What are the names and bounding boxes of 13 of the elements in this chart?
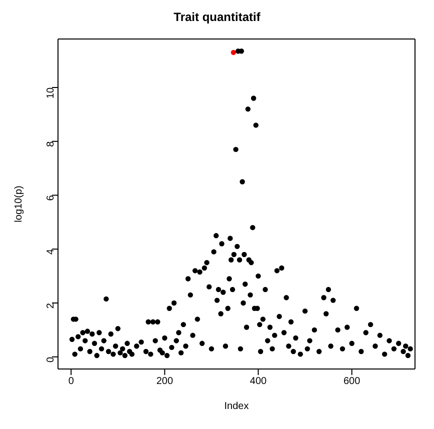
x-tick-label: 0	[68, 376, 74, 388]
x-axis-title: Index	[224, 401, 249, 412]
x-tick-label: 200	[156, 376, 174, 388]
y-tick-label: 2	[46, 302, 57, 309]
chart-title: Trait quantitatif	[172, 10, 262, 24]
x-tick-label: 400	[250, 376, 268, 388]
y-tick-label: 0	[46, 356, 57, 362]
y-axis-title: log10(p)	[14, 186, 25, 222]
y-tick-label: 8	[46, 140, 57, 147]
y-tick-label: 4	[46, 248, 57, 255]
x-tick-label: 600	[343, 376, 361, 388]
y-tick-label: 6	[46, 194, 57, 201]
y-tick-label: 10	[46, 87, 57, 99]
